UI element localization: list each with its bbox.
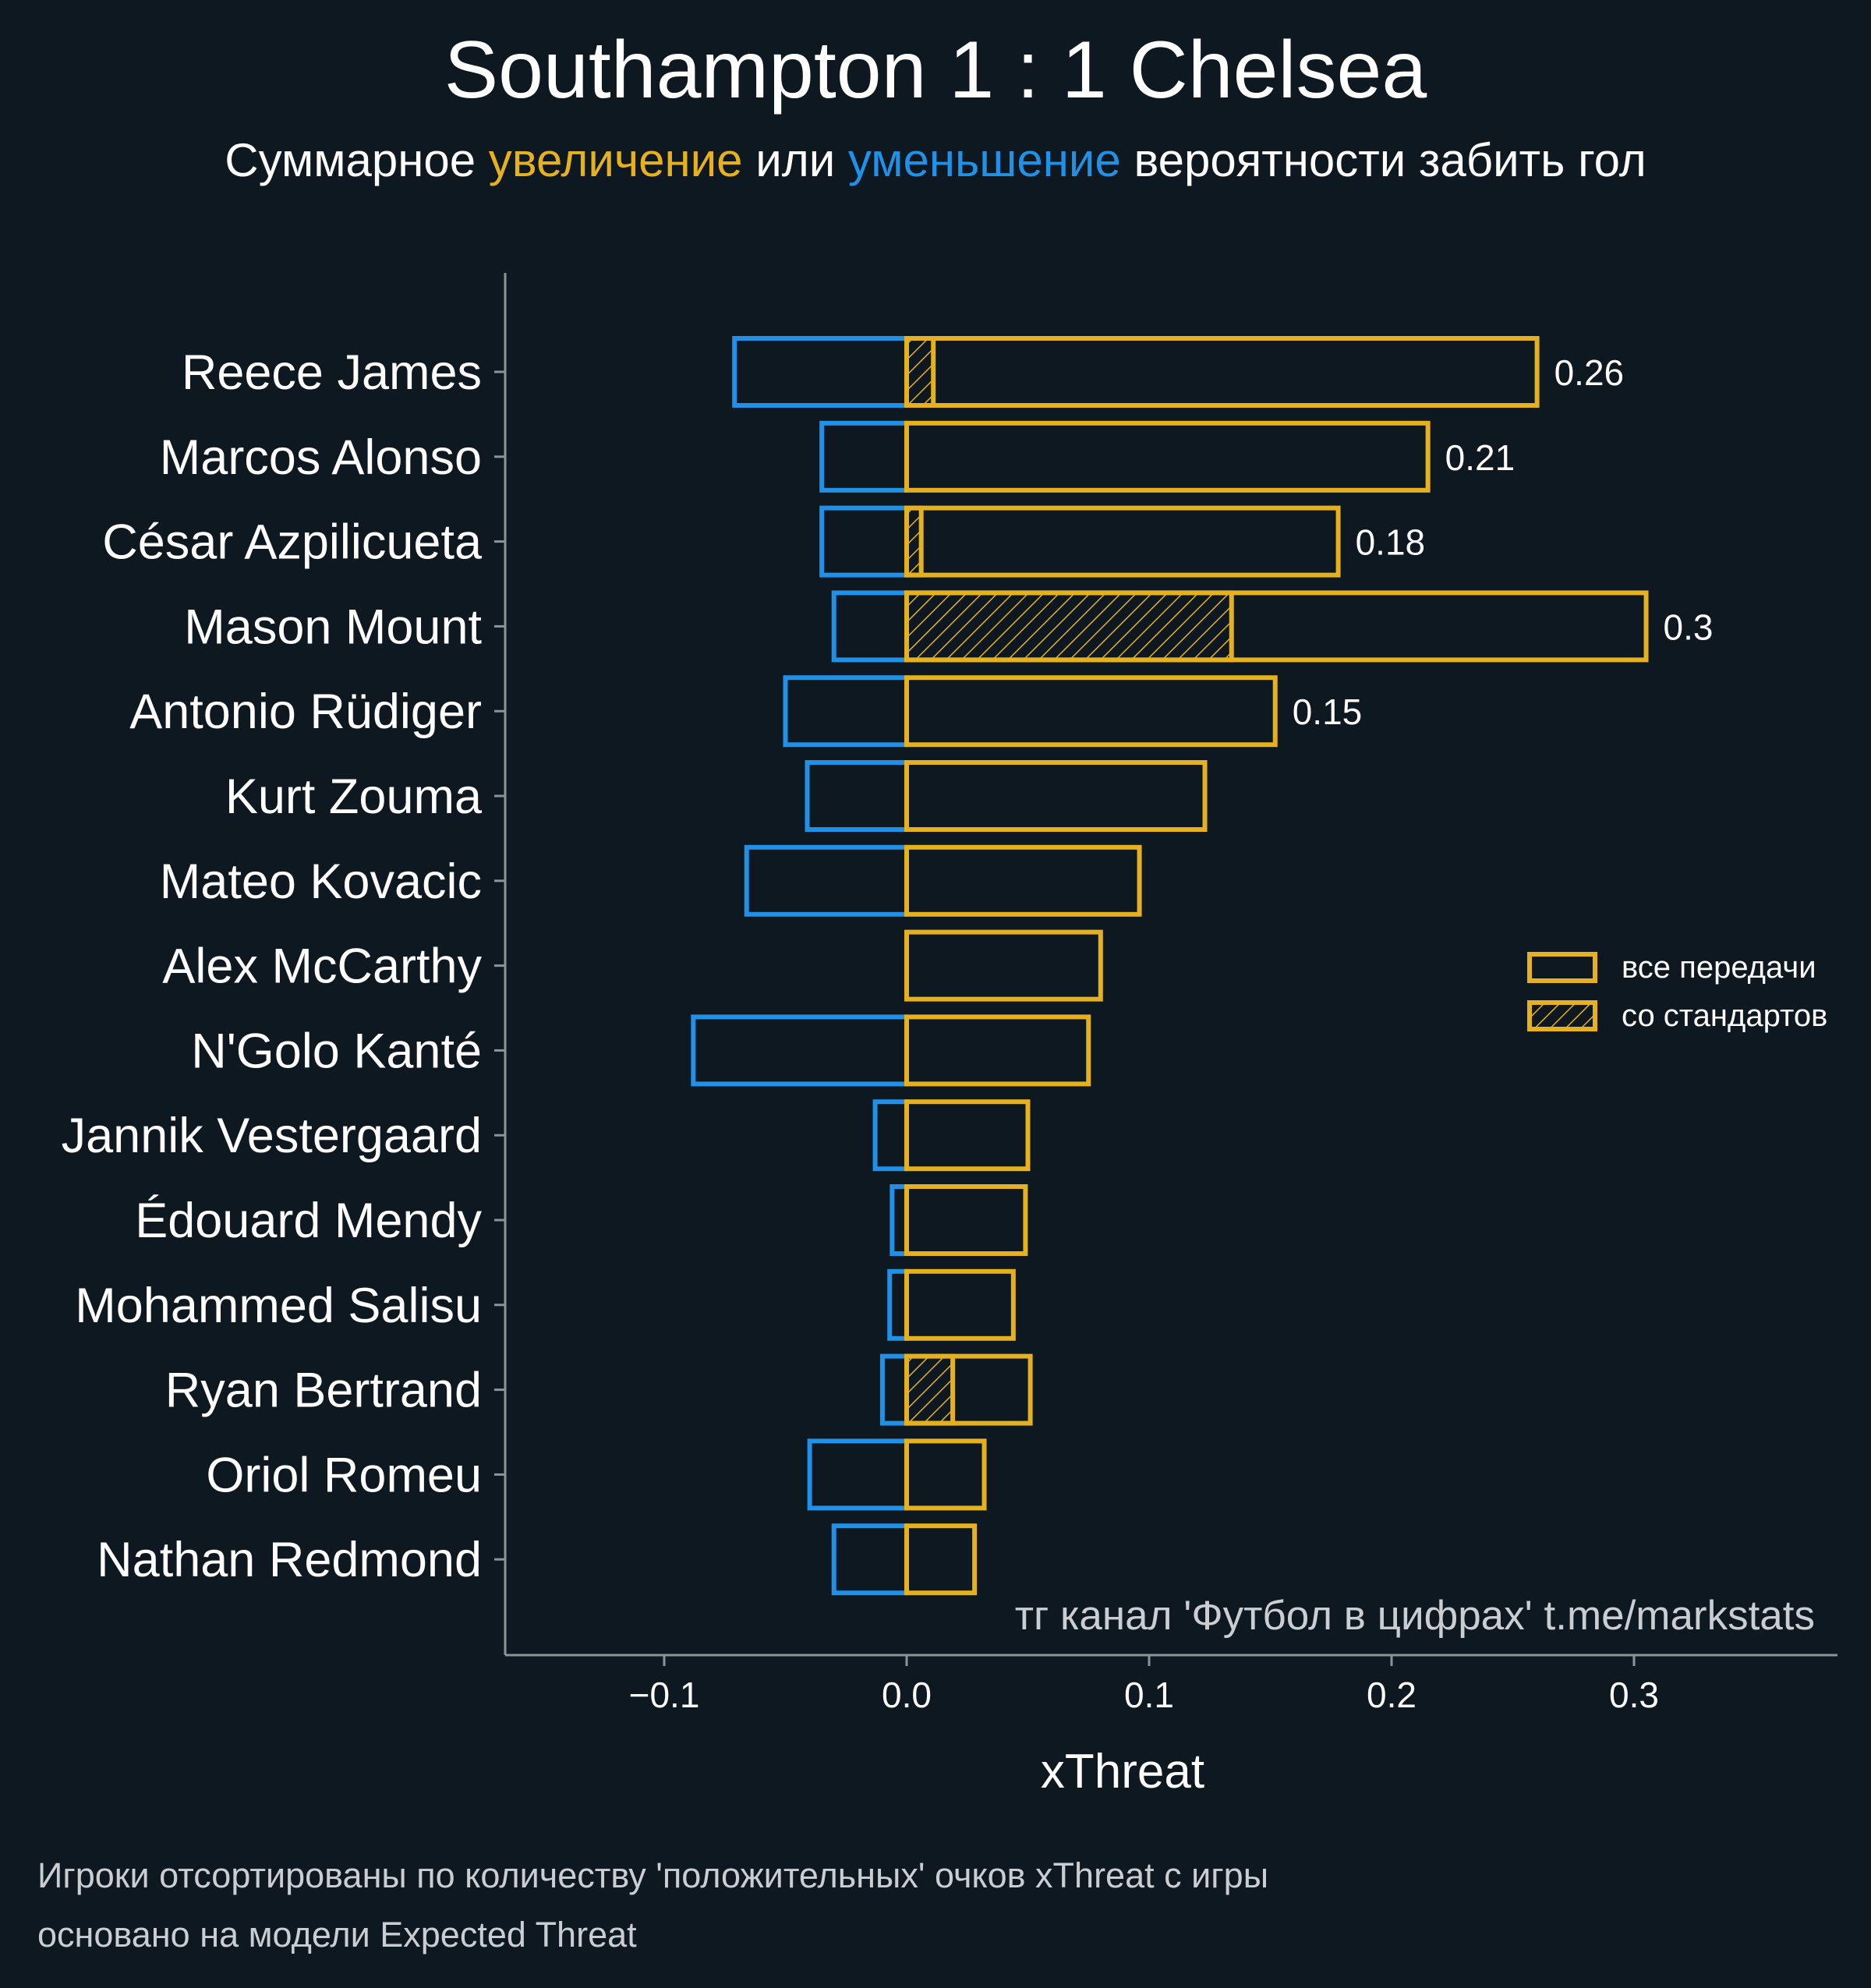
bar-set-pieces <box>904 336 936 408</box>
y-tick-label: Reece James <box>182 345 482 400</box>
bar-positive <box>904 336 1540 408</box>
bar-value-label: 0.21 <box>1445 437 1516 478</box>
channel-annotation: тг канал 'Футбол в цифрах' t.me/markstat… <box>1015 1593 1815 1639</box>
bar-positive <box>904 1014 1091 1087</box>
footnote-model: основано на модели Expected Threat <box>37 1915 637 1954</box>
bar-positive <box>904 844 1142 917</box>
x-tick-label: 0.0 <box>882 1675 932 1715</box>
legend-swatch-all-passes <box>1527 952 1597 983</box>
bar-negative <box>691 1014 909 1087</box>
bar-positive <box>904 590 1649 663</box>
bar-negative <box>819 420 910 493</box>
bar-positive <box>904 675 1278 748</box>
axes-layer <box>504 273 1837 1657</box>
y-tick-label: Mohammed Salisu <box>75 1279 482 1333</box>
x-tick-label: 0.2 <box>1367 1675 1417 1715</box>
subtitle-negative-word: уменьшение <box>847 134 1121 186</box>
bar-positive <box>904 1438 987 1511</box>
bar-positive <box>904 1099 1031 1172</box>
bar-negative <box>819 505 910 578</box>
bar-positive <box>904 1523 978 1596</box>
bar-negative <box>879 1353 910 1426</box>
bar-negative <box>831 1523 909 1596</box>
y-tick-label: Mateo Kovacic <box>160 854 482 909</box>
bar-value-label: 0.15 <box>1293 692 1363 732</box>
legend-label-all-passes: все передачи <box>1622 950 1816 985</box>
x-tick-label: 0.3 <box>1609 1675 1659 1715</box>
chart-title: Southampton 1 : 1 Chelsea <box>444 25 1427 115</box>
y-tick-label: Alex McCarthy <box>162 939 482 994</box>
y-tick-label: Marcos Alonso <box>160 430 482 485</box>
bar-negative <box>807 1438 909 1511</box>
footnotes: Игроки отсортированы по количеству 'поло… <box>37 1846 1268 1965</box>
bars-layer: 0.26 0.21 0.18 0.3 0.15 <box>691 336 1714 1596</box>
bar-negative <box>887 1268 909 1341</box>
bar-positive <box>904 1268 1016 1341</box>
y-tick-label: Oriol Romeu <box>206 1448 482 1502</box>
y-tick-label: César Azpilicueta <box>102 515 483 570</box>
bar-negative <box>831 590 909 663</box>
bar-negative <box>805 760 909 832</box>
subtitle-middle: или <box>755 134 836 186</box>
legend-label-set-pieces: со стандартов <box>1622 999 1827 1033</box>
y-tick-label: Jannik Vestergaard <box>62 1109 482 1163</box>
bar-value-label: 0.26 <box>1554 352 1625 393</box>
subtitle-positive-word: увеличение <box>488 134 743 186</box>
x-axis-label: xThreat <box>1041 1745 1204 1799</box>
bar-positive <box>904 505 1341 578</box>
bar-negative <box>732 336 909 408</box>
legend-swatch-set-pieces <box>1527 1000 1597 1031</box>
bar-value-label: 0.3 <box>1664 607 1714 647</box>
subtitle-suffix: вероятности забить гол <box>1134 134 1646 186</box>
x-tick-label: 0.1 <box>1124 1675 1174 1715</box>
bar-set-pieces <box>904 590 1234 663</box>
legend: все передачи со стандартов <box>1527 950 1827 1033</box>
bar-set-pieces <box>904 1353 956 1426</box>
bar-negative <box>783 675 909 748</box>
bar-positive <box>904 1353 1033 1426</box>
y-tick-label: Kurt Zouma <box>225 769 483 824</box>
bar-positive <box>904 929 1103 1002</box>
bar-positive <box>904 1184 1028 1256</box>
y-tick-label: Antonio Rüdiger <box>129 684 482 739</box>
bar-negative <box>744 844 909 917</box>
y-tick-label: N'Golo Kanté <box>191 1024 482 1078</box>
subtitle-prefix: Суммарное <box>225 134 476 186</box>
ticks-layer: Reece James Marcos Alonso César Azpilicuet… <box>62 345 1659 1715</box>
y-tick-label: Édouard Mendy <box>135 1194 482 1248</box>
x-tick-label: −0.1 <box>629 1675 700 1715</box>
bar-positive <box>904 760 1208 832</box>
bar-negative <box>872 1099 909 1172</box>
y-tick-label: Mason Mount <box>184 600 482 654</box>
footnote-sorting: Игроки отсортированы по количеству 'поло… <box>37 1855 1269 1895</box>
bar-positive <box>904 420 1431 493</box>
bar-value-label: 0.18 <box>1356 522 1426 563</box>
y-tick-label: Nathan Redmond <box>97 1533 482 1587</box>
chart-subtitle: Суммарное увеличение или уменьшение веро… <box>0 131 1871 190</box>
y-tick-label: Ryan Bertrand <box>165 1364 482 1418</box>
